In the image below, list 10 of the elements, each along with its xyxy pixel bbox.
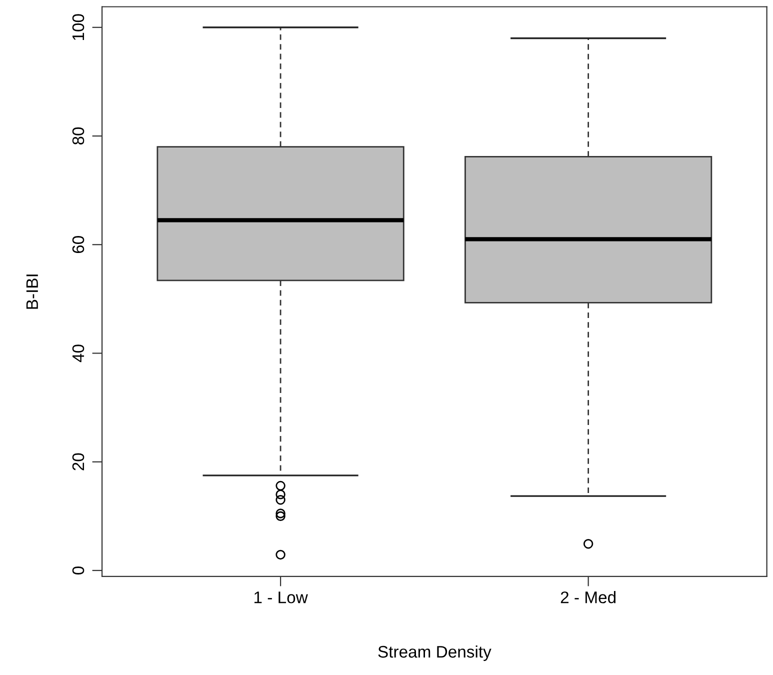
y-tick-label: 0 bbox=[72, 566, 84, 574]
y-tick-label: 100 bbox=[72, 14, 84, 40]
x-tick-label: 2 - Med bbox=[560, 591, 616, 604]
y-tick-label: 80 bbox=[72, 127, 84, 145]
y-tick-label: 60 bbox=[72, 236, 84, 254]
y-tick-label: 40 bbox=[72, 344, 84, 362]
y-axis-title: B-IBI bbox=[26, 274, 38, 309]
x-tick-label: 1 - Low bbox=[254, 592, 308, 604]
y-tick-label: 20 bbox=[72, 453, 84, 470]
x-axis-title: Stream Density bbox=[378, 645, 492, 661]
